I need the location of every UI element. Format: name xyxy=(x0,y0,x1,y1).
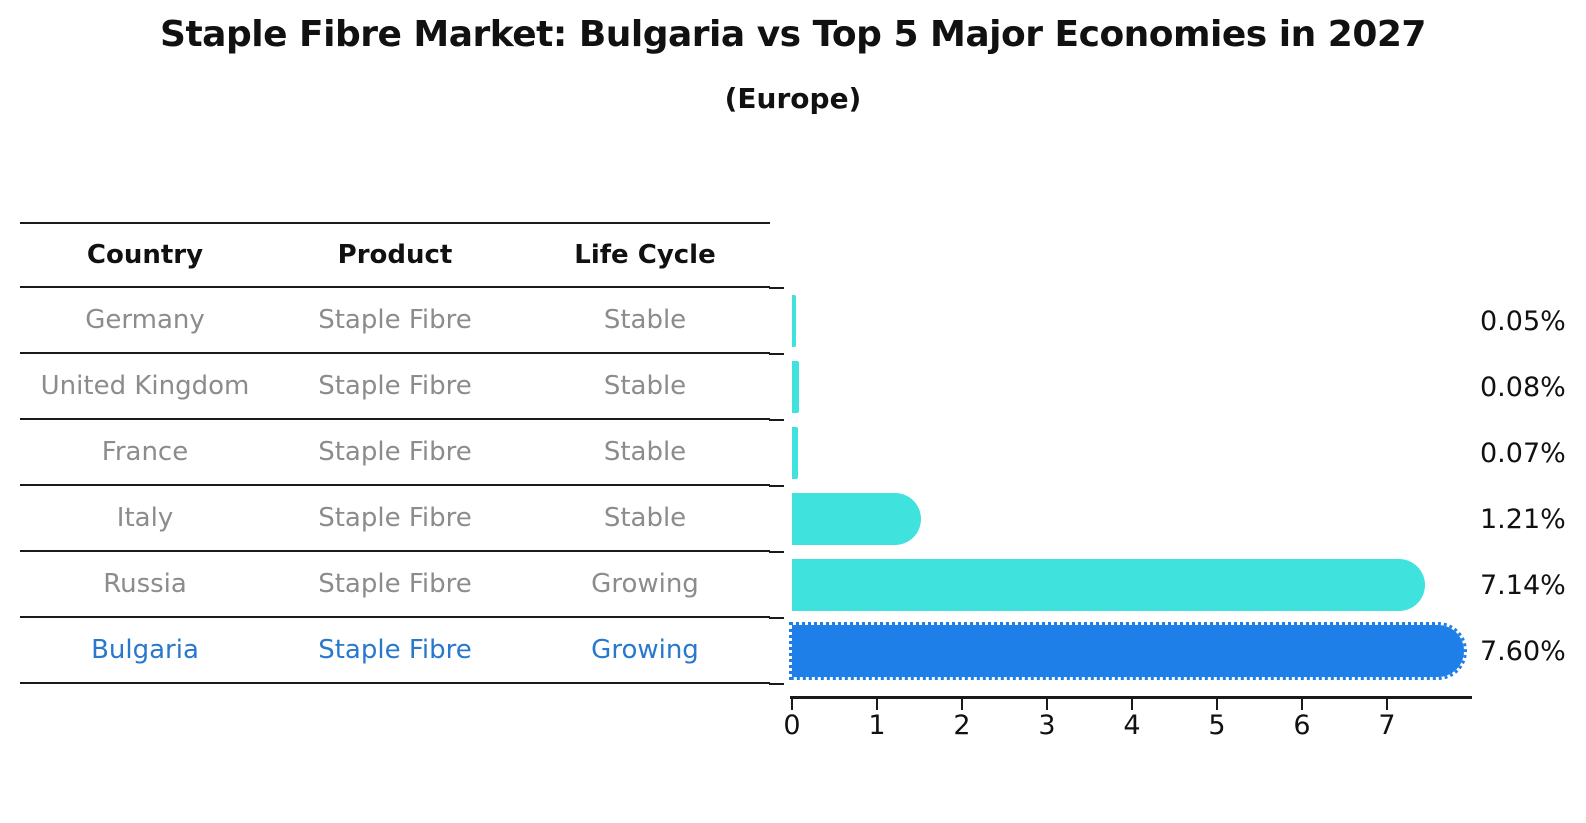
cell-product: Staple Fibre xyxy=(318,437,472,467)
y-tick xyxy=(769,551,784,553)
cell-country: Italy xyxy=(116,503,174,533)
bar-value-label: 0.05% xyxy=(1480,305,1566,337)
bar-value-label: 0.07% xyxy=(1480,437,1566,469)
country-table: Country Product Life Cycle Germany Staple… xyxy=(20,222,770,684)
cell-product: Staple Fibre xyxy=(318,635,472,665)
bar-bulgaria xyxy=(789,622,1467,680)
cell-country: United Kingdom xyxy=(40,371,250,401)
table-row-france: France Staple Fibre Stable xyxy=(20,420,770,486)
chart-title: Staple Fibre Market: Bulgaria vs Top 5 M… xyxy=(160,14,1426,55)
x-tick xyxy=(1216,699,1218,710)
cell-lifecycle: Stable xyxy=(603,371,687,401)
table-row-russia: Russia Staple Fibre Growing xyxy=(20,552,770,618)
x-tick-label: 1 xyxy=(868,710,886,741)
x-tick-label: 5 xyxy=(1208,710,1226,741)
x-tick-label: 6 xyxy=(1293,710,1311,741)
x-tick xyxy=(876,699,878,710)
x-tick xyxy=(1046,699,1048,710)
chart-subtitle: (Europe) xyxy=(724,82,862,115)
cell-lifecycle: Stable xyxy=(603,305,687,335)
y-tick xyxy=(769,683,784,685)
cell-product: Staple Fibre xyxy=(318,569,472,599)
x-tick-label: 2 xyxy=(953,710,971,741)
bar-value-label: 0.08% xyxy=(1480,371,1566,403)
bar-germany xyxy=(792,295,797,347)
x-tick-label: 4 xyxy=(1123,710,1141,741)
x-tick xyxy=(961,699,963,710)
cell-lifecycle: Stable xyxy=(603,437,687,467)
cell-lifecycle: Stable xyxy=(603,503,687,533)
bar-france xyxy=(792,427,798,479)
cell-product: Staple Fibre xyxy=(318,305,472,335)
table-row-bulgaria: Bulgaria Staple Fibre Growing xyxy=(20,618,770,684)
y-tick xyxy=(769,617,784,619)
cell-lifecycle: Growing xyxy=(591,569,699,599)
bar-russia xyxy=(792,559,1425,611)
y-tick xyxy=(769,287,784,289)
bar-value-label: 7.14% xyxy=(1480,569,1566,601)
x-tick-label: 0 xyxy=(783,710,801,741)
bar-italy xyxy=(792,493,921,545)
bar-united-kingdom xyxy=(792,361,799,413)
table-header-row: Country Product Life Cycle xyxy=(20,222,770,288)
column-header-country: Country xyxy=(86,240,204,270)
cell-lifecycle: Growing xyxy=(591,635,699,665)
column-header-product: Product xyxy=(337,240,453,270)
y-tick xyxy=(769,485,784,487)
table-row-united-kingdom: United Kingdom Staple Fibre Stable xyxy=(20,354,770,420)
x-tick xyxy=(1131,699,1133,710)
x-tick-label: 3 xyxy=(1038,710,1056,741)
y-tick xyxy=(769,353,784,355)
x-tick xyxy=(1301,699,1303,710)
cell-product: Staple Fibre xyxy=(318,503,472,533)
cell-country: Bulgaria xyxy=(91,635,199,665)
column-header-lifecycle: Life Cycle xyxy=(574,240,716,270)
x-axis-line xyxy=(790,696,1472,699)
x-tick xyxy=(791,699,793,710)
cell-country: France xyxy=(101,437,189,467)
x-tick xyxy=(1386,699,1388,710)
table-row-italy: Italy Staple Fibre Stable xyxy=(20,486,770,552)
x-tick-label: 7 xyxy=(1378,710,1396,741)
cell-product: Staple Fibre xyxy=(318,371,472,401)
cell-country: Russia xyxy=(103,569,187,599)
bar-value-label: 1.21% xyxy=(1480,503,1566,535)
cell-country: Germany xyxy=(85,305,205,335)
bar-value-label: 7.60% xyxy=(1480,635,1566,667)
y-tick xyxy=(769,419,784,421)
table-row-germany: Germany Staple Fibre Stable xyxy=(20,288,770,354)
